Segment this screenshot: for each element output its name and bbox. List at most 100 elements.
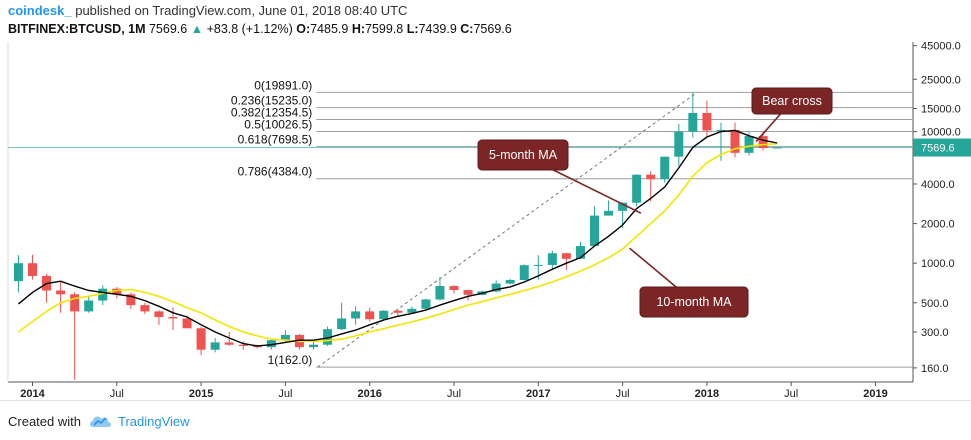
candle-body [168, 316, 178, 319]
last-price-tag [913, 138, 971, 157]
candle-body [98, 288, 108, 301]
x-tick-label: 2014 [20, 388, 45, 400]
fib-level-label: 0.786(4384.0) [238, 165, 313, 179]
x-tick-label: 2019 [863, 388, 887, 400]
fib-level-label: 0.5(10026.5) [244, 117, 312, 131]
high-label: H: [351, 22, 366, 36]
candle-body [323, 329, 333, 345]
candle-body [351, 311, 361, 319]
candle-body [758, 136, 768, 149]
y-tick-label: 10000.0 [921, 127, 961, 139]
ma5-callout-box [477, 139, 569, 171]
y-tick-label: 2000.0 [921, 219, 955, 231]
ma10-callout-box [639, 286, 749, 318]
symbol-label: BITFINEX:BTCUSD, 1M [8, 22, 146, 36]
bear-cross-callout-label: Bear cross [762, 94, 822, 108]
close-label: C: [460, 22, 474, 36]
price-change: +83.8 (+1.12%) [206, 22, 293, 36]
candle-body [13, 263, 23, 282]
candle-body [702, 113, 712, 131]
x-tick-label: Jul [784, 388, 798, 400]
candle-body [688, 113, 698, 132]
fib-level-label: 0.382(12354.5) [231, 106, 312, 120]
tradingview-cloud-icon [90, 416, 111, 427]
fib-level-label: 0.618(7698.5) [238, 133, 313, 147]
chart-area[interactable]: 45000.0 25000.0 15000.0 10000.0 4000.0 2000.0… [0, 41, 971, 400]
candle-body [407, 308, 417, 313]
candle-body [547, 253, 557, 265]
candle-body [505, 280, 515, 284]
up-arrow-icon: ▲ [190, 22, 204, 36]
y-tick-label: 25000.0 [921, 74, 961, 86]
candle-body [365, 311, 375, 320]
ma10-callout: 10-month MA [629, 247, 749, 318]
fib-level-label: 0.236(15235.0) [231, 94, 312, 108]
candle-body [266, 340, 276, 348]
published-text: published on TradingView.com, June 01, 2… [75, 3, 408, 18]
candle-body [126, 294, 136, 306]
high-value: 7599.8 [365, 22, 404, 36]
candle-body [196, 328, 206, 350]
bear-cross-callout-box [751, 87, 833, 115]
candle-body [730, 129, 740, 153]
candle-body [140, 305, 150, 312]
chart-header: coindesk_ published on TradingView.com, … [0, 0, 971, 42]
candle-body [674, 131, 684, 157]
candle-body [604, 210, 614, 216]
candle-body [337, 318, 347, 330]
last-price-tag-label: 7569.6 [921, 143, 955, 155]
last-price: 7569.6 [148, 22, 188, 36]
tradingview-brand[interactable]: TradingView [118, 414, 190, 429]
x-tick-label: 2017 [526, 388, 550, 400]
ma5-callout: 5-month MA [477, 139, 642, 214]
candle-body [632, 174, 642, 203]
candle-body [744, 136, 754, 153]
candle-body [660, 156, 670, 180]
candle-body [519, 265, 529, 281]
x-tick-label: 2016 [357, 388, 381, 400]
footer: Created with TradingView [0, 400, 971, 440]
symbol-line: BITFINEX:BTCUSD, 1M 7569.6 ▲ +83.8 (+1.1… [8, 22, 512, 36]
open-value: 7485.9 [310, 22, 349, 36]
ma10-callout-label: 10-month MA [656, 295, 732, 309]
candle-body [463, 290, 473, 295]
candles [13, 92, 782, 380]
fib-level-label: 1(162.0) [268, 353, 313, 367]
candle-body [435, 286, 445, 300]
candle-body [491, 283, 501, 292]
candle-body [84, 300, 94, 312]
x-tick-label: 2018 [695, 388, 719, 400]
candle-body [561, 253, 571, 259]
candle-body [210, 342, 220, 350]
ma10-line [17, 142, 778, 343]
candle-body [309, 344, 318, 348]
candle-body [772, 147, 782, 149]
low-label: L: [406, 22, 419, 36]
candle-body [112, 288, 122, 295]
created-with-label: Created with [8, 414, 81, 429]
y-tick-label: 4000.0 [921, 179, 955, 191]
candle-body [646, 174, 656, 180]
candle-body [182, 318, 192, 329]
candle-body [393, 310, 403, 313]
y-tick-label: 1000.0 [921, 258, 955, 270]
candle-body [56, 290, 66, 295]
y-tick-label: 45000.0 [921, 42, 961, 53]
y-tick-label: 160.0 [921, 363, 949, 375]
candle-body [238, 344, 248, 346]
ma5-line [17, 129, 778, 347]
candle-body [421, 299, 431, 309]
x-tick-label: 2015 [189, 388, 213, 400]
publish-info: coindesk_ published on TradingView.com, … [8, 3, 407, 18]
candle-body [575, 246, 585, 259]
author-link[interactable]: coindesk_ [8, 3, 72, 18]
candle-body [533, 264, 543, 266]
candle-body [716, 129, 726, 131]
low-value: 7439.9 [418, 22, 457, 36]
bear-cross-callout: Bear cross [751, 87, 833, 143]
candle-body [224, 342, 234, 345]
candle-body [28, 263, 37, 276]
candle-body [280, 334, 290, 341]
price-chart[interactable]: 45000.0 25000.0 15000.0 10000.0 4000.0 2000.0… [0, 41, 971, 400]
open-label: O: [296, 22, 311, 36]
